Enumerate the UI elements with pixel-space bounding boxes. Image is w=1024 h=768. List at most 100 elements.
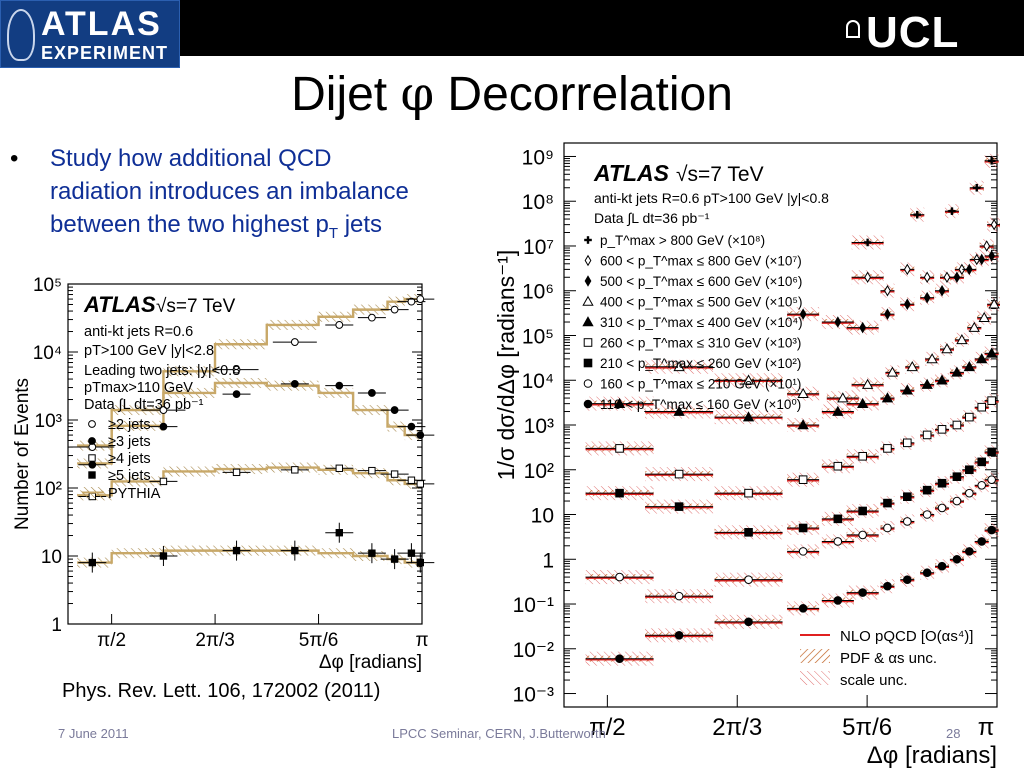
- ucl-logo-text: UCL: [866, 8, 960, 57]
- data-point: [883, 444, 892, 453]
- data-point: [987, 447, 996, 457]
- data-point: [744, 488, 753, 498]
- legend-label: scale unc.: [840, 672, 908, 689]
- annotation-line: Data ∫L dt=36 pb⁻¹: [84, 397, 204, 413]
- chart-normalized-cross-section: 10⁻³ 10⁻² 10⁻¹ 1 10 10² 10³ 10⁴ 10⁵ 10⁶ 10⁷ 10⁸ 10⁹ π…: [492, 137, 1000, 768]
- y-tick-label: 10⁸: [522, 191, 554, 214]
- data-point: [951, 366, 963, 377]
- data-point: [407, 297, 416, 306]
- slide-title: Dijet φ Decorrelation: [291, 66, 733, 122]
- data-point: [744, 528, 753, 537]
- data-point: [583, 399, 593, 409]
- data-point: [922, 485, 932, 495]
- data-point: [978, 253, 986, 266]
- y-tick-label: 10⁴: [33, 343, 62, 364]
- data-point: [884, 284, 891, 297]
- data-point: [390, 406, 399, 414]
- data-point: [922, 430, 932, 440]
- y-tick-label: 10²: [524, 460, 554, 483]
- data-point: [833, 537, 843, 546]
- data-point: [943, 271, 951, 284]
- data-point: [923, 291, 931, 304]
- data-point: [584, 275, 592, 287]
- data-point: [88, 558, 97, 567]
- footer-date: 7 June 2011: [58, 726, 129, 741]
- atlas-label: ATLAS: [593, 160, 670, 186]
- data-point: [921, 378, 933, 389]
- data-point: [922, 510, 932, 519]
- data-point: [965, 465, 974, 475]
- data-point: [613, 397, 626, 408]
- data-point: [335, 321, 344, 329]
- paper-reference: Phys. Rev. Lett. 106, 172002 (2011): [62, 680, 381, 702]
- data-point: [858, 451, 867, 461]
- legend-label: 500 < p_T^max ≤ 600 GeV (×10⁶): [600, 274, 802, 289]
- legend-marker: [88, 420, 96, 428]
- data-point: [978, 311, 990, 322]
- legend-label: 210 < p_T^max ≤ 260 GeV (×10²): [600, 356, 801, 371]
- x-tick-label: π/2: [97, 630, 126, 651]
- data-point: [232, 390, 241, 399]
- data-point: [987, 396, 996, 405]
- x-tick-label: 2π/3: [712, 714, 762, 741]
- data-point: [583, 338, 593, 347]
- data-point: [159, 477, 168, 486]
- y-tick-label: 10⁻²: [513, 639, 554, 662]
- y-tick-label: 10³: [35, 411, 62, 432]
- data-point: [584, 254, 592, 267]
- data-point: [390, 555, 399, 563]
- data-point: [674, 631, 684, 640]
- data-point: [976, 353, 988, 364]
- ucl-dome-icon: [846, 20, 860, 38]
- data-point: [983, 240, 991, 252]
- x-axis-label: Δφ [radians]: [319, 652, 422, 673]
- legend-label: p_T^max > 800 GeV (×10⁸): [600, 233, 765, 248]
- data-point: [674, 469, 684, 479]
- data-point: [615, 444, 624, 453]
- legend-label: PYTHIA: [108, 486, 161, 502]
- chart-number-of-events: 1 10 10² 10³ 10⁴ 10⁵ π/2 2π/3 5π/6 πΔφ [radians] N…: [10, 272, 442, 674]
- x-tick-label: π/2: [589, 714, 626, 741]
- data-point: [937, 503, 947, 513]
- energy-label: √s=7 TeV: [676, 163, 764, 186]
- data-point: [798, 523, 808, 533]
- atlas-logo: ATLAS EXPERIMENT: [0, 0, 180, 68]
- legend-marker: [800, 649, 830, 663]
- data-point: [674, 502, 684, 511]
- data-point: [938, 284, 946, 297]
- y-tick-label: 10⁷: [523, 236, 554, 259]
- data-point: [232, 365, 241, 374]
- legend-label: NLO pQCD [O(αs⁴)]: [840, 628, 973, 645]
- data-point: [864, 271, 871, 284]
- data-point: [963, 360, 975, 372]
- data-point: [407, 549, 416, 557]
- data-point: [159, 552, 168, 560]
- legend-label: 110 < p_T^max ≤ 160 GeV (×10⁰): [600, 397, 801, 412]
- data-point: [857, 397, 869, 408]
- y-tick-label: 10²: [35, 479, 62, 500]
- data-point: [937, 561, 947, 571]
- y-tick-label: 1: [542, 549, 554, 572]
- data-point: [965, 488, 974, 498]
- data-point: [952, 420, 962, 430]
- data-point: [968, 321, 980, 332]
- data-point: [965, 547, 974, 556]
- data-point: [903, 438, 912, 448]
- y-tick-label: 10⁹: [522, 146, 554, 169]
- data-point: [232, 546, 241, 555]
- data-point: [798, 475, 808, 484]
- data-point: [861, 378, 874, 389]
- data-point: [837, 392, 849, 403]
- data-point: [833, 461, 843, 471]
- data-point: [390, 470, 399, 478]
- data-point: [965, 263, 973, 276]
- data-point: [367, 313, 376, 322]
- data-point: [953, 271, 961, 284]
- data-point: [903, 575, 912, 584]
- data-point: [990, 218, 998, 231]
- data-point: [416, 295, 425, 303]
- data-point: [368, 466, 376, 475]
- data-point: [903, 492, 912, 501]
- y-tick-label: 10: [41, 547, 62, 568]
- annotation-line: pT>100 GeV |y|<2.8: [84, 343, 214, 359]
